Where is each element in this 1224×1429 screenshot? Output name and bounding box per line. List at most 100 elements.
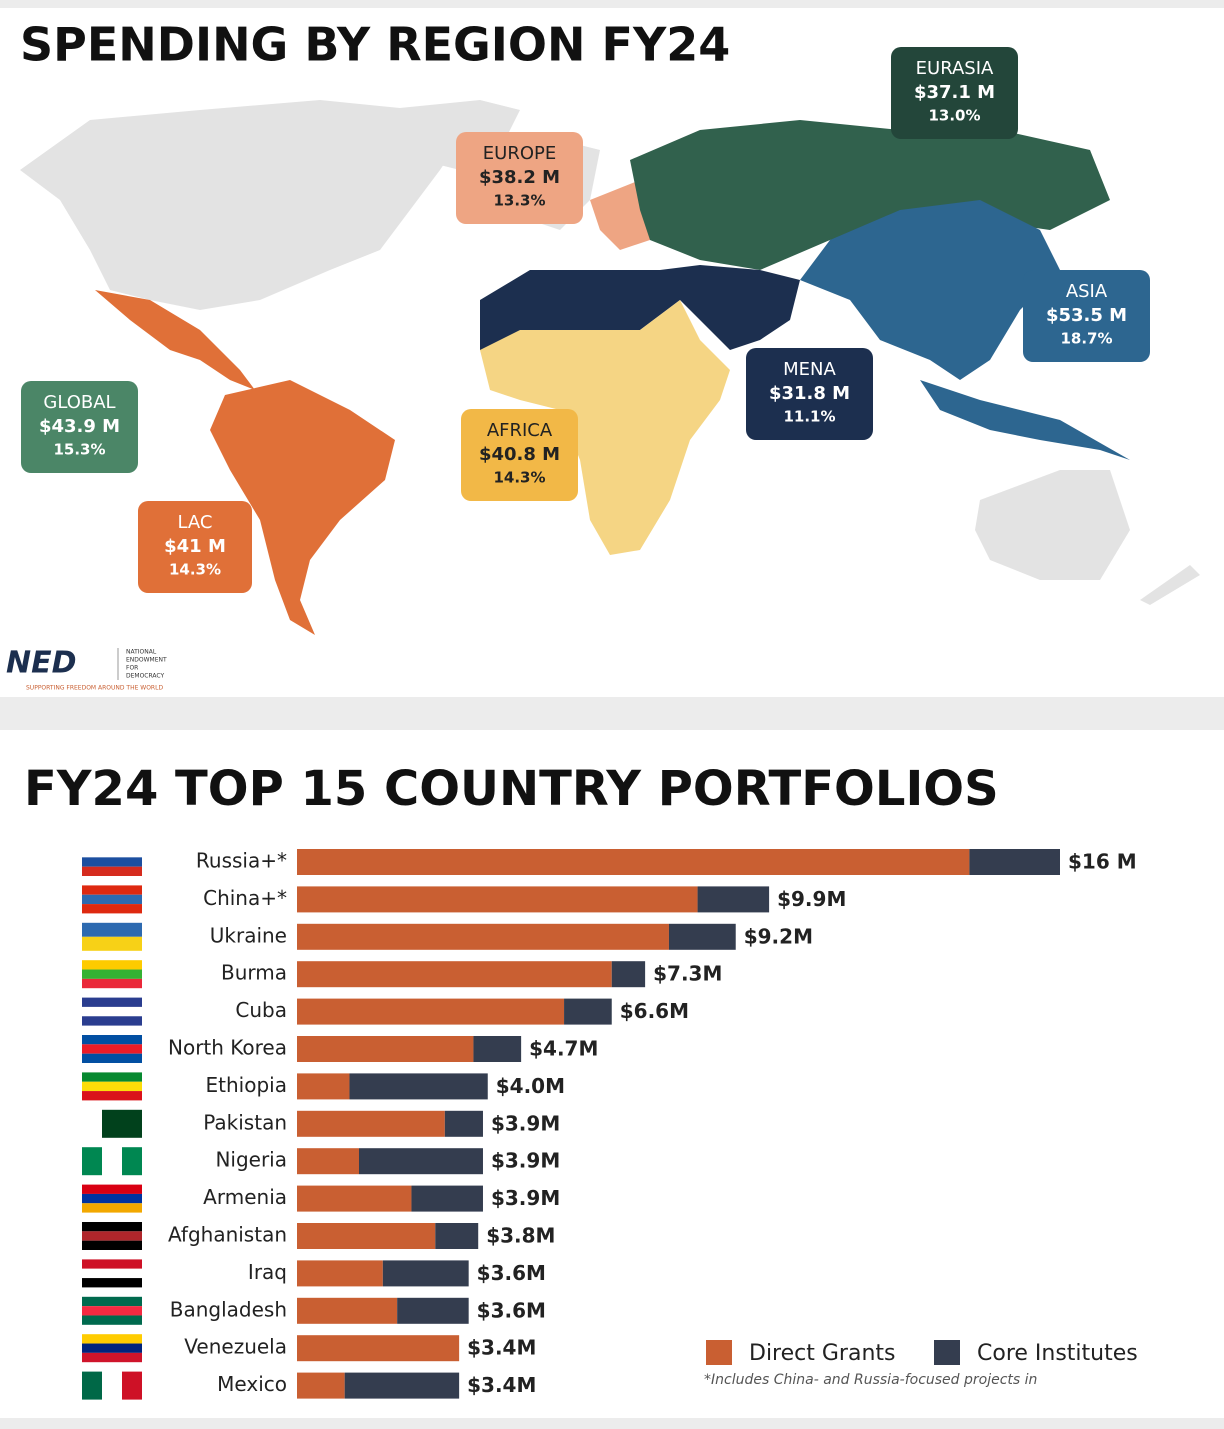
- total-label: $4.7M: [529, 1037, 598, 1061]
- flag-stripe: [82, 978, 142, 989]
- logo-tagline: SUPPORTING FREEDOM AROUND THE WORLD: [26, 685, 163, 692]
- logo-org-line: ENDOWMENT: [126, 657, 167, 664]
- total-label: $3.6M: [477, 1298, 546, 1322]
- category-label: Iraq: [248, 1260, 287, 1284]
- flag-stripe: [82, 1231, 142, 1241]
- flag-stripe: [82, 1315, 142, 1325]
- flag-stripe: [82, 1352, 142, 1363]
- category-label: Venezuela: [184, 1335, 287, 1359]
- bar-segment: [297, 1335, 460, 1362]
- bar-segment: [297, 1110, 445, 1137]
- region-box: [1023, 270, 1150, 362]
- flag-stripe: [82, 1371, 102, 1400]
- logo-org-line: FOR: [126, 665, 138, 672]
- legend-label: Core Institutes: [977, 1341, 1138, 1366]
- footnote: *Includes China- and Russia-focused proj…: [704, 1372, 1037, 1388]
- bar-segment: [297, 1372, 345, 1399]
- category-label: Ethiopia: [206, 1073, 287, 1097]
- bar-segment: [444, 1110, 483, 1137]
- flag-stripe: [82, 1044, 142, 1054]
- flag-stripe: [82, 1296, 142, 1307]
- bar-segment: [297, 998, 565, 1025]
- flag-stripe: [82, 1081, 142, 1092]
- total-label: $9.2M: [744, 924, 813, 948]
- region-share: 18.7%: [1060, 330, 1112, 348]
- bar-segment: [697, 886, 770, 913]
- category-label: Burma: [221, 961, 287, 985]
- region-name: AFRICA: [487, 420, 553, 441]
- flag-stripe: [82, 1184, 142, 1194]
- flag-stripe: [102, 1147, 122, 1176]
- map-title: SPENDING BY REGION FY24: [20, 18, 730, 72]
- flag-stripe: [82, 1035, 142, 1045]
- bar-segment: [411, 1185, 483, 1212]
- region-share: 13.0%: [928, 107, 980, 125]
- flag-stripe: [82, 904, 142, 914]
- flag-stripe: [82, 936, 142, 951]
- flag-stripe: [82, 857, 142, 867]
- flag-stripe: [102, 1109, 122, 1138]
- flag-stripe: [82, 894, 142, 905]
- region-share: 11.1%: [783, 408, 835, 426]
- category-label: North Korea: [168, 1036, 287, 1060]
- bars: Russia+* $16 M China+* $9.9M Ukraine $9.2M Bur…: [82, 848, 1138, 1400]
- chart-panel: [0, 730, 1224, 1418]
- category-label: Mexico: [217, 1372, 287, 1396]
- flag-stripe: [102, 1371, 122, 1400]
- flag-stripe: [82, 1016, 142, 1026]
- flag-stripe: [82, 1259, 142, 1269]
- bar-segment: [297, 961, 612, 988]
- bar-segment: [297, 1297, 398, 1324]
- region-share: 14.3%: [493, 469, 545, 487]
- region-box: [891, 47, 1018, 139]
- flag-stripe: [82, 922, 142, 937]
- bar-segment: [382, 1260, 469, 1287]
- total-label: $16 M: [1068, 850, 1137, 874]
- bar-segment: [297, 1036, 474, 1062]
- flag-stripe: [82, 1203, 142, 1213]
- region-name: EURASIA: [916, 58, 994, 79]
- total-label: $3.9M: [491, 1186, 560, 1210]
- flag-stripe: [82, 1072, 142, 1082]
- category-label: Afghanistan: [168, 1223, 287, 1247]
- flag-stripe: [82, 866, 142, 876]
- category-label: Cuba: [235, 998, 287, 1022]
- flag-stripe: [82, 1091, 142, 1101]
- bar-segment: [297, 923, 669, 950]
- category-label: Armenia: [203, 1185, 287, 1209]
- bar-segment: [297, 1223, 436, 1249]
- category-label: Ukraine: [210, 923, 287, 947]
- bar-segment: [344, 1372, 460, 1399]
- flag-stripe: [122, 1371, 142, 1400]
- total-label: $3.6M: [477, 1261, 546, 1285]
- total-label: $7.3M: [653, 962, 722, 986]
- region-labels: EURASIA $37.1 M 13.0% EUROPE $38.2 M 13.3% ASI…: [21, 47, 1150, 593]
- bar-segment: [969, 849, 1060, 875]
- region-amount: $31.8 M: [769, 383, 850, 404]
- bar-segment: [297, 1148, 359, 1175]
- region-box: [138, 501, 252, 593]
- logo-org-line: DEMOCRACY: [126, 673, 165, 680]
- flag-stripe: [82, 848, 142, 858]
- chart-title: FY24 TOP 15 COUNTRY PORTFOLIOS: [24, 761, 999, 817]
- region-share: 15.3%: [53, 441, 105, 459]
- flag-stripe: [82, 969, 142, 979]
- world-map: [20, 100, 1200, 635]
- legend-swatch: [706, 1340, 732, 1365]
- total-label: $3.9M: [491, 1111, 560, 1135]
- category-label: China+*: [203, 886, 287, 910]
- category-label: Bangladesh: [170, 1297, 287, 1321]
- region-box: [746, 348, 873, 440]
- total-label: $3.4M: [467, 1336, 536, 1360]
- bar-segment: [564, 998, 612, 1025]
- region-amount: $37.1 M: [914, 82, 995, 103]
- region-box: [21, 381, 138, 473]
- region-name: LAC: [177, 512, 212, 533]
- region-name: EUROPE: [483, 143, 556, 164]
- bar-segment: [611, 961, 646, 988]
- flag-stripe: [82, 1343, 142, 1353]
- bar-segment: [297, 886, 698, 913]
- region-amount: $40.8 M: [479, 444, 560, 465]
